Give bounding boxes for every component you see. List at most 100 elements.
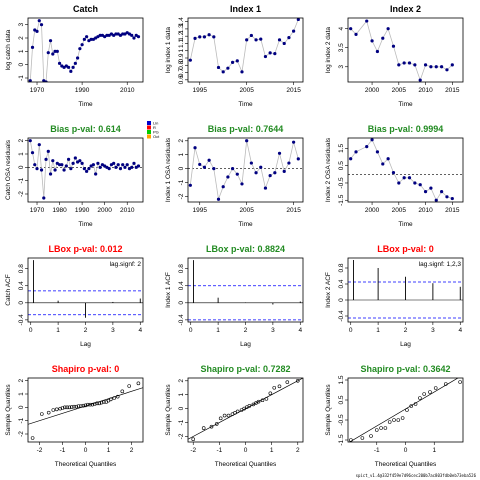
- data-point: [33, 163, 37, 167]
- x-tick-label: 3: [271, 327, 275, 334]
- qq-point: [285, 380, 290, 384]
- y-tick-label: 1.2: [178, 31, 185, 40]
- legend-swatch: [147, 121, 151, 125]
- data-point: [114, 165, 118, 169]
- data-point: [71, 65, 75, 69]
- data-point: [82, 37, 86, 41]
- data-point: [386, 27, 390, 31]
- data-point: [235, 59, 239, 63]
- data-point: [207, 158, 211, 162]
- y-tick-label: -2: [18, 191, 25, 197]
- y-axis-label: log catch data: [5, 29, 12, 70]
- data-point: [259, 165, 263, 169]
- qq-point: [409, 404, 414, 408]
- x-tick-label: -1: [60, 447, 66, 454]
- x-tick-label: 2: [84, 327, 88, 334]
- qq-point: [369, 434, 373, 438]
- data-point: [273, 52, 277, 56]
- data-point: [188, 58, 192, 62]
- y-tick-label: -0.4: [18, 314, 25, 326]
- qq-point: [256, 399, 261, 404]
- qq-point: [115, 394, 120, 399]
- data-point: [202, 35, 207, 39]
- x-tick-label: 2010: [418, 207, 433, 214]
- data-point: [105, 33, 109, 37]
- data-point: [386, 157, 390, 161]
- x-tick-label: 0: [404, 447, 408, 454]
- data-point: [30, 45, 35, 49]
- y-tick-label: 0: [18, 405, 25, 409]
- x-tick-label: 1: [270, 447, 274, 454]
- x-tick-label: 1: [432, 447, 436, 454]
- data-point: [375, 49, 380, 54]
- plot-area: [28, 260, 143, 318]
- data-point: [44, 157, 48, 161]
- x-tick-label: 3: [111, 327, 115, 334]
- data-point: [249, 33, 253, 38]
- series-line: [189, 140, 299, 201]
- data-point: [230, 167, 235, 171]
- data-point: [212, 35, 216, 39]
- x-tick-label: 1980: [52, 207, 67, 214]
- y-tick-label: 2: [18, 138, 25, 142]
- data-point: [292, 140, 296, 144]
- y-tick-label: 1.5: [338, 143, 345, 152]
- x-tick-label: 1995: [193, 87, 208, 94]
- x-tick-label: 2005: [392, 87, 407, 94]
- panel-1: Catch 1970 1990 2010 -1 0 1 2 3 Time log catch dat…: [5, 4, 160, 139]
- x-tick-label: 2015: [286, 87, 301, 94]
- y-axis-label: Sample Quantiles: [325, 384, 332, 436]
- data-point: [221, 70, 225, 74]
- qq-point: [109, 397, 113, 402]
- y-tick-label: -1: [18, 75, 25, 81]
- data-point: [42, 196, 46, 200]
- x-tick-label: -2: [190, 447, 196, 454]
- x-tick-label: 1: [56, 327, 60, 334]
- qq-point: [112, 396, 117, 400]
- data-point: [53, 168, 57, 172]
- data-point: [121, 163, 125, 167]
- y-tick-label: 0: [18, 165, 25, 169]
- data-point: [429, 186, 433, 190]
- panel-title: Shapiro p-val: 0.7282: [200, 364, 290, 374]
- qq-point: [88, 402, 92, 407]
- data-point: [429, 65, 433, 69]
- y-tick-label: 0.7: [178, 68, 185, 77]
- data-point: [188, 183, 192, 187]
- data-point: [53, 49, 57, 53]
- data-point: [349, 157, 353, 161]
- data-point: [423, 190, 428, 194]
- panel-9: LBox p-val: 0 lag.signf: 1,2,3 0 1 2 3 4 -0.4 0 0…: [325, 244, 464, 348]
- data-point: [125, 163, 129, 167]
- plot-area: [188, 260, 303, 321]
- x-tick-label: 1970: [30, 207, 45, 214]
- x-tick-label: 3: [431, 327, 435, 334]
- data-point: [118, 167, 123, 171]
- x-tick-label: 4: [458, 327, 462, 334]
- data-point: [418, 183, 422, 187]
- panel-6: Bias p-val: 0.9994 2000 2005 2010 2015 -1.5 -0…: [325, 124, 464, 228]
- data-point: [418, 78, 422, 82]
- x-axis-label: Time: [78, 221, 93, 228]
- data-point: [259, 37, 263, 41]
- x-tick-label: 1: [216, 327, 220, 334]
- x-tick-label: 0: [349, 327, 353, 334]
- plot-frame: [27, 377, 144, 443]
- x-tick-label: 1: [107, 447, 111, 454]
- x-tick-label: 2005: [239, 87, 254, 94]
- qq-point: [387, 420, 392, 424]
- qq-point: [63, 405, 67, 410]
- series-line: [350, 20, 453, 82]
- y-axis-label: Catch OSA residuals: [5, 139, 12, 200]
- data-point: [349, 27, 353, 31]
- data-point: [273, 171, 277, 175]
- x-tick-label: 4: [138, 327, 142, 334]
- data-point: [130, 33, 134, 37]
- data-point: [240, 182, 244, 186]
- qq-point: [69, 405, 74, 409]
- data-point: [391, 44, 396, 48]
- series-line: [189, 19, 299, 74]
- qq-point: [136, 381, 141, 386]
- data-point: [207, 33, 211, 37]
